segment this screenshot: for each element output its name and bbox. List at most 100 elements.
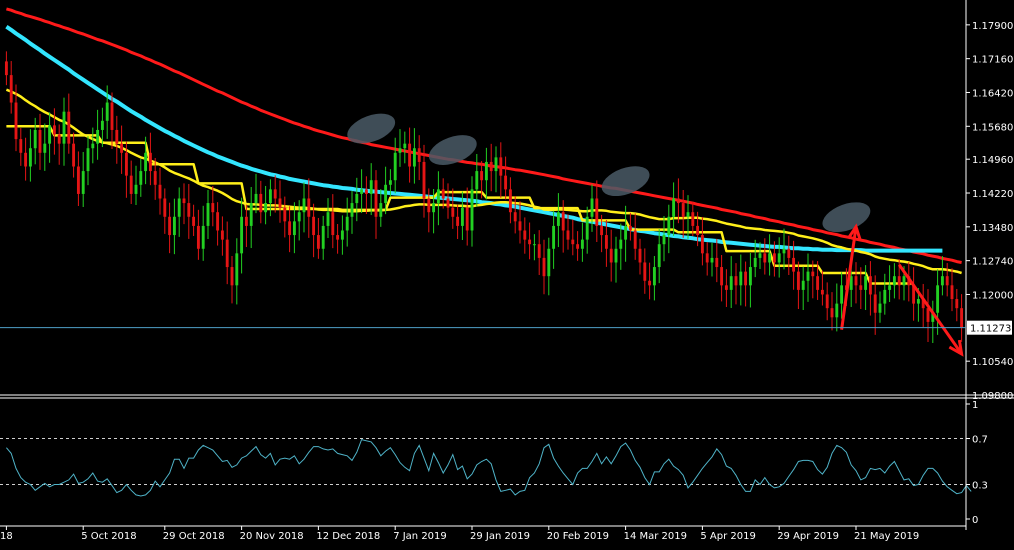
candle — [955, 288, 959, 322]
candle — [9, 61, 13, 114]
candle-body — [720, 267, 724, 286]
candle — [115, 115, 119, 164]
candle-body — [120, 143, 124, 153]
candle — [811, 260, 815, 299]
candle — [182, 183, 186, 225]
candle — [259, 180, 263, 224]
candle-body — [552, 225, 556, 249]
candle-body — [393, 152, 397, 181]
candle-body — [662, 235, 666, 245]
candle-body — [753, 257, 757, 268]
candle — [758, 242, 762, 269]
candle-body — [897, 276, 901, 286]
candle — [720, 254, 724, 302]
x-tick-label: 21 May 2019 — [854, 531, 919, 542]
candle-body — [739, 271, 743, 286]
candle — [33, 117, 37, 165]
candle — [158, 167, 162, 215]
candle-body — [787, 248, 791, 258]
candle-body — [206, 203, 210, 226]
candle — [384, 166, 388, 215]
candle-body — [336, 235, 340, 240]
candle-body — [264, 203, 268, 213]
candle — [168, 202, 172, 254]
candle — [446, 183, 450, 219]
candle-body — [878, 303, 882, 313]
candle-body — [288, 221, 292, 236]
candle — [945, 263, 949, 297]
candle-body — [384, 184, 388, 204]
candle — [76, 151, 80, 206]
candle — [753, 239, 757, 278]
candle — [528, 222, 532, 260]
candle-body — [321, 225, 325, 249]
candle-body — [187, 203, 191, 217]
candle — [499, 142, 503, 198]
candle-body — [235, 253, 239, 286]
y-tick-label: 1.13480 — [972, 223, 1013, 234]
candle-body — [883, 289, 887, 304]
candle — [652, 255, 656, 301]
candle — [936, 269, 940, 335]
candle-body — [902, 276, 906, 286]
candle — [139, 159, 143, 197]
candle-body — [782, 248, 786, 254]
candle-body — [216, 212, 220, 231]
candle-body — [268, 189, 272, 204]
candle-body — [331, 212, 335, 236]
candle-body — [129, 175, 133, 194]
oscillator-line — [6, 439, 972, 497]
candle — [316, 217, 320, 259]
candle-body — [936, 285, 940, 313]
y-tick-label: 1.17160 — [972, 55, 1013, 66]
candle — [542, 239, 546, 295]
candle — [816, 261, 820, 300]
candle-body — [744, 271, 748, 286]
candle-body — [940, 276, 944, 286]
candle-body — [211, 203, 215, 213]
candle — [585, 206, 589, 254]
candle — [216, 202, 220, 246]
arrow-line — [840, 226, 858, 330]
highlight-ellipse — [428, 135, 477, 165]
candle-body — [892, 276, 896, 286]
candle — [148, 132, 152, 186]
candle-body — [441, 189, 445, 199]
candle-body — [124, 152, 128, 176]
osc-y-tick-label: 0 — [972, 515, 978, 526]
candle-body — [672, 198, 676, 217]
candle-body — [436, 189, 440, 204]
oscillator-panel[interactable] — [0, 438, 972, 497]
candle — [456, 204, 460, 239]
osc-y-tick-label: 0.3 — [972, 481, 988, 492]
candle-body — [240, 216, 244, 254]
candle — [81, 151, 85, 207]
candle — [787, 235, 791, 275]
candle-body — [840, 285, 844, 304]
candle — [364, 176, 368, 215]
price-panel[interactable] — [4, 7, 964, 357]
candle-body — [139, 171, 143, 185]
candle — [465, 187, 469, 246]
candle — [494, 146, 498, 193]
candle-body — [816, 276, 820, 290]
candle-body — [873, 294, 877, 313]
candle — [144, 136, 148, 185]
candle — [321, 215, 325, 260]
candle — [225, 221, 229, 285]
candle-body — [24, 152, 28, 167]
candle — [840, 272, 844, 319]
candle — [264, 185, 268, 225]
candle-body — [729, 276, 733, 290]
candle — [744, 261, 748, 307]
candle-body — [9, 75, 13, 103]
candle-body — [801, 280, 805, 290]
candle-body — [312, 216, 316, 236]
candle — [129, 160, 133, 204]
candle-body — [590, 198, 594, 217]
candle — [432, 188, 436, 234]
candle-body — [283, 207, 287, 222]
candle — [360, 169, 364, 214]
candle — [705, 242, 709, 276]
